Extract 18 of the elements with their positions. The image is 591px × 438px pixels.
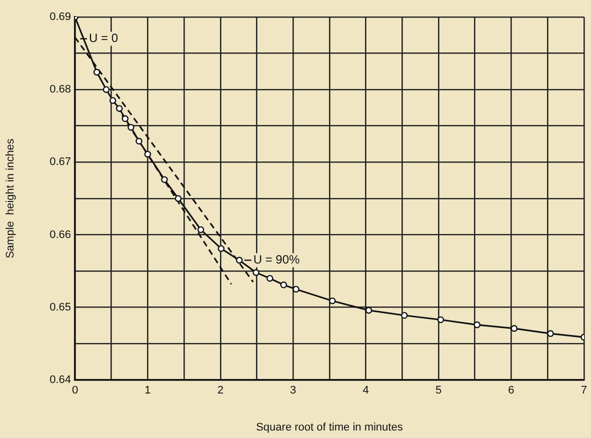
x-axis-title: Square root of time in minutes: [256, 421, 404, 434]
x-tick-label: 7: [580, 384, 588, 397]
x-tick-label: 1: [144, 384, 151, 397]
x-tick-label: 2: [217, 384, 224, 397]
x-tick-label: 3: [290, 384, 296, 397]
annotation: U = 90%: [253, 252, 300, 267]
annotation: U = 0: [89, 31, 118, 46]
x-tick-label: 6: [508, 384, 514, 397]
x-tick-label: 5: [435, 384, 442, 397]
y-tick-label: 0.68: [50, 84, 71, 96]
x-tick-label: 0: [72, 384, 78, 397]
y-tick-label: 0.69: [50, 11, 71, 24]
y-tick-label: 0.67: [50, 156, 71, 168]
y-axis-title: Sample height in inches: [4, 138, 17, 258]
y-tick-label: 0.65: [50, 301, 71, 314]
x-tick-label: 4: [362, 384, 369, 397]
y-tick-label: 0.64: [50, 374, 71, 386]
y-tick-label: 0.66: [50, 228, 71, 241]
